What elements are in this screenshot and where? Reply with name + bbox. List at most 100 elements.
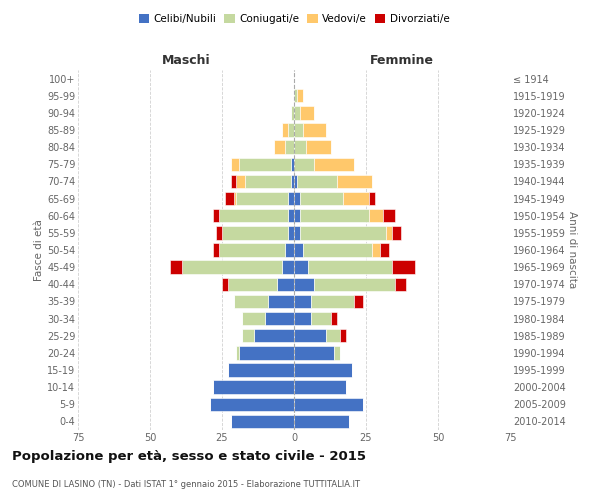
Bar — [294, 192, 300, 205]
Bar — [300, 209, 369, 222]
Bar — [392, 226, 401, 239]
Bar — [182, 260, 283, 274]
Bar — [228, 364, 294, 376]
Bar — [288, 226, 294, 239]
Bar — [380, 244, 389, 256]
Bar — [294, 174, 297, 188]
Bar — [294, 226, 300, 239]
Bar — [288, 209, 294, 222]
Bar — [222, 226, 288, 239]
Bar — [286, 140, 294, 154]
Bar — [288, 124, 294, 136]
Bar — [372, 244, 380, 256]
Bar — [302, 124, 326, 136]
Bar — [294, 312, 311, 326]
Text: Maschi: Maschi — [161, 54, 211, 66]
Bar — [254, 329, 294, 342]
Bar — [294, 260, 308, 274]
Text: Popolazione per età, sesso e stato civile - 2015: Popolazione per età, sesso e stato civil… — [12, 450, 366, 463]
Bar — [230, 174, 236, 188]
Bar — [294, 89, 297, 102]
Bar — [233, 294, 268, 308]
Bar — [170, 260, 182, 274]
Bar — [294, 124, 302, 136]
Bar — [214, 244, 219, 256]
Bar — [314, 278, 395, 291]
Bar — [294, 398, 363, 411]
Bar — [294, 140, 305, 154]
Bar — [286, 244, 294, 256]
Bar — [211, 398, 294, 411]
Bar — [294, 158, 314, 171]
Bar — [297, 89, 302, 102]
Bar — [283, 124, 288, 136]
Bar — [239, 158, 291, 171]
Bar — [288, 192, 294, 205]
Bar — [392, 260, 415, 274]
Bar — [219, 244, 286, 256]
Bar — [242, 312, 265, 326]
Text: Femmine: Femmine — [370, 54, 434, 66]
Bar — [294, 329, 326, 342]
Bar — [355, 294, 363, 308]
Bar — [239, 346, 294, 360]
Bar — [294, 244, 302, 256]
Bar — [294, 209, 300, 222]
Bar — [297, 174, 337, 188]
Bar — [300, 192, 343, 205]
Bar — [265, 312, 294, 326]
Text: COMUNE DI LASINO (TN) - Dati ISTAT 1° gennaio 2015 - Elaborazione TUTTITALIA.IT: COMUNE DI LASINO (TN) - Dati ISTAT 1° ge… — [12, 480, 360, 489]
Bar — [300, 106, 314, 120]
Bar — [294, 364, 352, 376]
Bar — [294, 278, 314, 291]
Bar — [216, 226, 222, 239]
Bar — [225, 192, 233, 205]
Bar — [245, 174, 291, 188]
Bar — [294, 346, 334, 360]
Bar — [277, 278, 294, 291]
Bar — [222, 278, 228, 291]
Bar — [283, 260, 294, 274]
Bar — [230, 414, 294, 428]
Bar — [302, 244, 372, 256]
Bar — [311, 294, 355, 308]
Bar — [395, 278, 406, 291]
Bar — [311, 312, 331, 326]
Bar — [230, 158, 239, 171]
Bar — [383, 209, 395, 222]
Y-axis label: Fasce di età: Fasce di età — [34, 219, 44, 281]
Y-axis label: Anni di nascita: Anni di nascita — [567, 212, 577, 288]
Bar — [314, 158, 355, 171]
Bar — [308, 260, 392, 274]
Bar — [236, 192, 288, 205]
Bar — [268, 294, 294, 308]
Bar — [233, 192, 236, 205]
Legend: Celibi/Nubili, Coniugati/e, Vedovi/e, Divorziati/e: Celibi/Nubili, Coniugati/e, Vedovi/e, Di… — [134, 10, 454, 29]
Bar — [300, 226, 386, 239]
Bar — [219, 209, 288, 222]
Bar — [274, 140, 286, 154]
Bar — [343, 192, 369, 205]
Bar — [294, 414, 349, 428]
Bar — [214, 209, 219, 222]
Bar — [331, 312, 337, 326]
Bar — [326, 329, 340, 342]
Bar — [340, 329, 346, 342]
Bar — [236, 346, 239, 360]
Bar — [242, 329, 254, 342]
Bar — [386, 226, 392, 239]
Bar — [236, 174, 245, 188]
Bar — [291, 158, 294, 171]
Bar — [294, 380, 346, 394]
Bar — [369, 192, 374, 205]
Bar — [291, 174, 294, 188]
Bar — [291, 106, 294, 120]
Bar — [305, 140, 331, 154]
Bar — [294, 294, 311, 308]
Bar — [337, 174, 372, 188]
Bar — [214, 380, 294, 394]
Bar — [228, 278, 277, 291]
Bar — [334, 346, 340, 360]
Bar — [294, 106, 300, 120]
Bar — [369, 209, 383, 222]
